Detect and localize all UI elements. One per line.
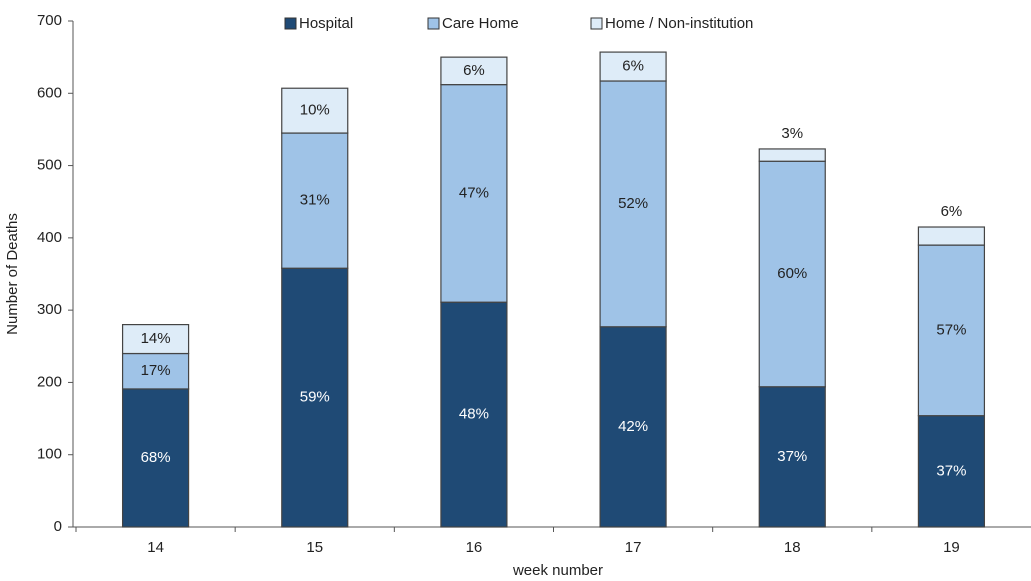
- bar-segment: [917, 244, 986, 417]
- x-tick-label: 14: [147, 539, 164, 556]
- y-tick-label: 300: [37, 301, 62, 318]
- bar-segment: [440, 301, 508, 528]
- bar-segment: [121, 388, 190, 528]
- share-label: 17%: [141, 362, 171, 379]
- x-tick-label: 18: [784, 539, 801, 556]
- bar-segment: [121, 352, 190, 390]
- share-label: 52%: [618, 195, 648, 212]
- bar-segment: [440, 56, 508, 86]
- x-tick-label: 19: [943, 539, 960, 556]
- bar-segment: [758, 148, 826, 162]
- bar-segment: [917, 226, 986, 246]
- bar-segment: [440, 84, 508, 303]
- bar-segment: [599, 80, 667, 328]
- legend-label: Hospital: [299, 15, 353, 32]
- share-label: 3%: [781, 125, 803, 142]
- legend-swatch: [590, 17, 603, 30]
- share-label: 48%: [459, 406, 489, 423]
- x-tick-label: 17: [625, 539, 642, 556]
- x-axis-title: week number: [512, 562, 603, 579]
- bar-segment: [599, 326, 667, 528]
- share-label: 57%: [936, 321, 966, 338]
- y-tick-label: 600: [37, 84, 62, 101]
- bar-segment: [281, 87, 349, 134]
- bar-segment: [758, 160, 826, 388]
- bar-segment: [121, 324, 190, 355]
- bar-segment: [758, 386, 826, 528]
- share-label: 10%: [300, 102, 330, 119]
- share-label: 60%: [777, 265, 807, 282]
- share-label: 37%: [777, 448, 807, 465]
- y-axis-title: Number of Deaths: [4, 213, 21, 335]
- share-label: 31%: [300, 192, 330, 209]
- share-label: 6%: [463, 62, 485, 79]
- share-label: 42%: [618, 418, 648, 435]
- legend-swatch: [284, 17, 297, 30]
- y-tick-label: 0: [54, 518, 62, 535]
- y-tick-label: 400: [37, 229, 62, 246]
- share-label: 37%: [936, 462, 966, 479]
- y-tick-label: 500: [37, 157, 62, 174]
- share-label: 47%: [459, 184, 489, 201]
- x-tick-label: 16: [466, 539, 483, 556]
- y-tick-label: 200: [37, 373, 62, 390]
- share-label: 59%: [300, 389, 330, 406]
- share-label: 6%: [941, 203, 963, 220]
- legend-swatch: [427, 17, 440, 30]
- bar-segment: [281, 132, 349, 269]
- legend-label: Care Home: [442, 15, 519, 32]
- share-label: 68%: [141, 449, 171, 466]
- x-tick-label: 15: [306, 539, 323, 556]
- share-label: 14%: [141, 330, 171, 347]
- legend-label: Home / Non-institution: [605, 15, 753, 32]
- y-tick-label: 700: [37, 12, 62, 29]
- bar-segment: [917, 415, 986, 528]
- share-label: 6%: [622, 58, 644, 75]
- y-tick-label: 100: [37, 446, 62, 463]
- bar-segment: [599, 51, 667, 82]
